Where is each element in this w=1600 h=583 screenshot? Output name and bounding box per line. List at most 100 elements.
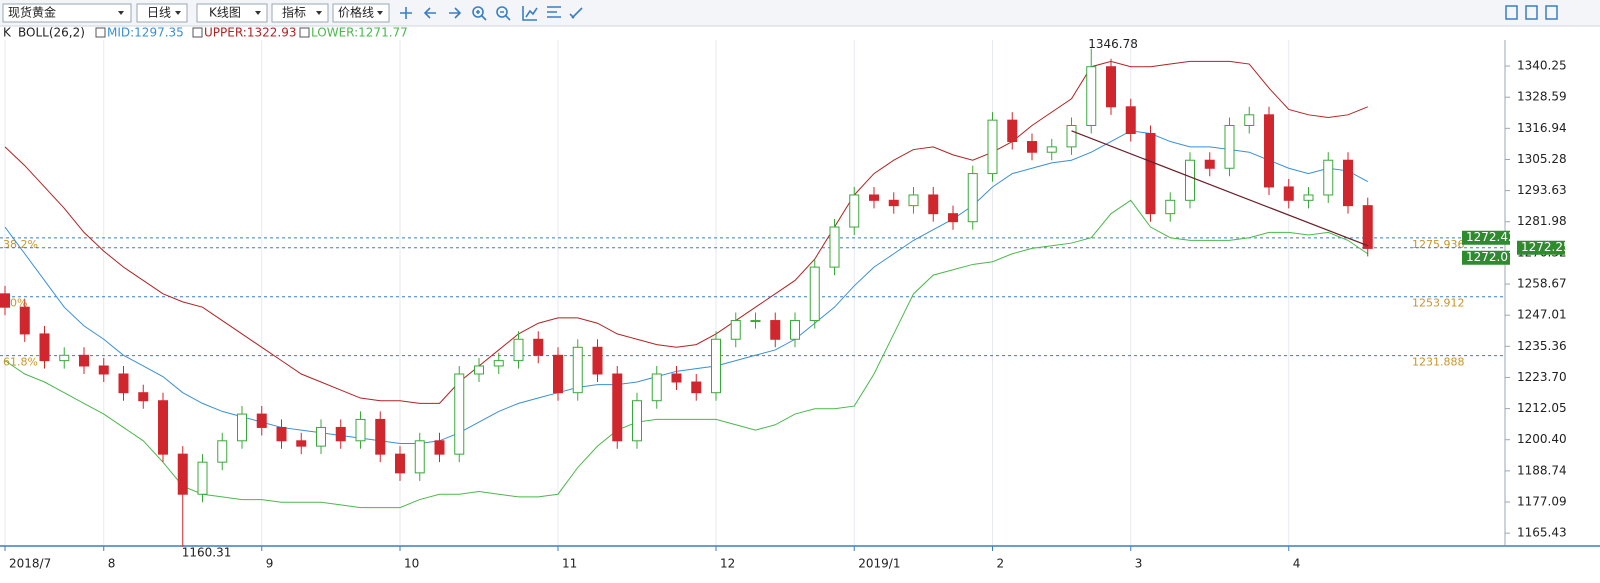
right-icon[interactable] <box>449 7 462 19</box>
candle-body <box>1343 159 1353 207</box>
x-tick-label: 12 <box>720 557 735 571</box>
candle-body <box>553 354 563 394</box>
x-tick-label: 4 <box>1293 557 1301 571</box>
candle-body <box>987 119 998 175</box>
candle-body <box>158 400 168 455</box>
checkbox[interactable] <box>299 27 310 38</box>
candle-body <box>1027 141 1037 153</box>
x-tick-label: 2018/7 <box>9 557 51 571</box>
candle-body <box>849 194 860 228</box>
candle-body <box>1086 66 1097 127</box>
candle-body <box>1145 133 1156 215</box>
price-line-select[interactable] <box>332 3 390 23</box>
candle-body <box>1224 125 1235 169</box>
checkbox[interactable] <box>192 27 203 38</box>
candle-body <box>1323 159 1334 196</box>
candle-body <box>750 320 761 323</box>
candle-body <box>1185 159 1195 201</box>
y-tick-label: 1188.74 <box>1517 463 1567 477</box>
x-tick-label: 10 <box>404 557 419 571</box>
zoom-out-icon[interactable] <box>496 6 508 18</box>
candle-body <box>1046 146 1057 153</box>
dropdown-arrow <box>118 11 124 15</box>
link-icon[interactable] <box>569 7 583 19</box>
y-tick-label: 1247.01 <box>1517 308 1567 322</box>
layout-icon[interactable] <box>1545 5 1558 20</box>
crosshair-icon[interactable] <box>400 7 412 19</box>
candle-body <box>118 373 129 394</box>
candle-body <box>730 320 741 340</box>
left-icon[interactable] <box>423 7 436 19</box>
period-select[interactable] <box>136 3 188 23</box>
candle-body <box>572 346 583 394</box>
high-annotation: 1346.78 <box>1088 37 1138 51</box>
candle-body <box>1283 186 1294 201</box>
candle-body <box>335 426 346 442</box>
candle-body <box>474 365 484 375</box>
zoom-in-icon[interactable] <box>472 6 484 18</box>
candle-body <box>454 373 465 455</box>
lines-icon[interactable] <box>547 6 561 18</box>
candle-body <box>790 320 800 340</box>
candle-body <box>632 400 642 442</box>
legend-k: K <box>3 26 12 40</box>
x-tick-label: 2019/1 <box>858 557 900 571</box>
y-tick-label: 1293.63 <box>1517 183 1567 197</box>
candle-body <box>217 440 228 463</box>
layout-icon[interactable] <box>1505 5 1518 20</box>
fib-label: 38.2% <box>3 238 38 251</box>
y-tick-label: 1328.59 <box>1517 90 1567 104</box>
candle-body <box>671 373 682 383</box>
candle-body <box>869 194 879 201</box>
candle-body <box>612 373 623 442</box>
y-tick-label: 1340.25 <box>1517 59 1567 73</box>
candle-body <box>691 381 702 394</box>
chart-type-select[interactable] <box>196 3 268 23</box>
band-lower <box>4 199 1369 509</box>
draw-icon[interactable] <box>522 6 538 21</box>
candle-body <box>316 426 326 447</box>
indicator-text: 指标 <box>282 5 306 20</box>
candle-body <box>1007 119 1018 143</box>
legend-indicator: BOLL(26,2) <box>18 26 85 40</box>
legend-lower: LOWER:1271.77 <box>311 26 408 40</box>
candle-body <box>276 426 287 442</box>
candle-body <box>493 360 504 367</box>
band-mid <box>4 130 1368 444</box>
legend-upper: UPPER:1322.93 <box>204 26 296 40</box>
candle-body <box>1165 199 1176 215</box>
candle-body <box>948 213 958 223</box>
candle-body <box>1204 159 1215 169</box>
fib-value: 1275.936 <box>1412 238 1465 251</box>
candle-body <box>434 440 445 455</box>
price-badge <box>1462 250 1510 265</box>
candle-body <box>513 338 524 362</box>
checkbox[interactable] <box>95 27 106 38</box>
candle-body <box>256 413 267 428</box>
dropdown-arrow <box>316 11 322 15</box>
candle-body <box>98 365 109 375</box>
indicator-select[interactable] <box>271 3 329 23</box>
price-badge-label: 1272.07 <box>1466 250 1516 264</box>
layout-icon[interactable] <box>1525 5 1538 20</box>
y-tick-label: 1305.28 <box>1517 152 1567 166</box>
candle-body <box>592 346 603 375</box>
candle-body <box>1264 114 1274 188</box>
fib-value: 1253.912 <box>1412 297 1465 310</box>
candle-body <box>296 440 307 447</box>
x-tick-label: 11 <box>562 557 577 571</box>
y-tick-label: 1258.67 <box>1517 277 1567 291</box>
candle-body <box>1106 66 1116 108</box>
y-tick-label: 1281.98 <box>1517 214 1567 228</box>
y-tick-label: 1223.70 <box>1517 370 1567 384</box>
y-tick-label: 1235.36 <box>1517 339 1567 353</box>
candle-body <box>138 392 149 402</box>
candle-body <box>79 354 89 367</box>
x-tick-label: 2 <box>997 557 1005 571</box>
candle-body <box>967 173 978 223</box>
symbol-select[interactable] <box>2 3 132 23</box>
y-tick-label: 1212.05 <box>1517 401 1567 415</box>
candle-body <box>395 453 405 474</box>
price-badge-label: 1272.25 <box>1521 240 1571 254</box>
